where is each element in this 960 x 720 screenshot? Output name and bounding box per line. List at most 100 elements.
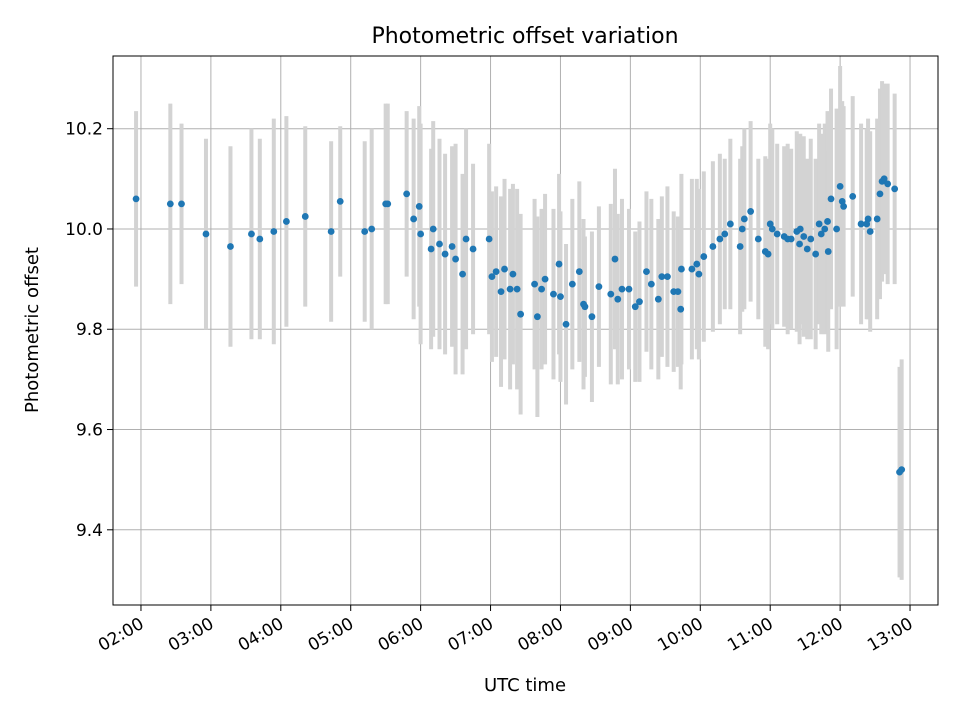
data-point <box>417 230 425 238</box>
data-point <box>658 273 666 281</box>
data-point <box>736 243 744 250</box>
data-point <box>836 182 844 190</box>
data-point <box>764 250 772 258</box>
data-point <box>327 228 335 235</box>
x-tick-label: 11:00 <box>724 614 776 656</box>
data-point <box>857 220 865 228</box>
x-tick-label: 12:00 <box>794 614 846 656</box>
data-point <box>695 270 703 278</box>
data-point <box>827 195 835 203</box>
data-point <box>462 235 470 243</box>
x-tick-label: 02:00 <box>95 614 147 656</box>
data-point <box>336 197 344 205</box>
x-tick-label: 04:00 <box>235 614 287 656</box>
data-point <box>492 268 500 275</box>
data-point <box>803 245 811 253</box>
data-point <box>840 203 848 210</box>
data-point <box>654 295 662 303</box>
data-point <box>459 270 466 278</box>
data-point <box>674 288 682 296</box>
data-point <box>807 235 815 243</box>
x-axis-ticks: 02:00 03:00 04:00 05:00 06:00 07:00 08:00 09:00… <box>95 605 917 656</box>
data-point <box>721 230 729 238</box>
data-point <box>538 285 545 293</box>
data-point <box>821 225 829 233</box>
y-axis-label: Photometric offset <box>22 247 43 413</box>
data-point <box>410 215 418 223</box>
data-point <box>509 270 517 278</box>
data-point <box>880 175 888 183</box>
data-point <box>677 305 685 313</box>
data-point <box>625 285 633 293</box>
data-point <box>166 200 174 208</box>
data-point <box>898 466 906 474</box>
data-point <box>301 213 309 220</box>
data-point <box>636 298 643 306</box>
data-point <box>429 225 437 233</box>
data-point <box>384 200 392 208</box>
data-point <box>614 295 622 303</box>
data-point <box>575 268 583 275</box>
data-point <box>361 228 369 235</box>
data-point <box>884 180 892 188</box>
data-point <box>876 190 884 198</box>
data-point <box>688 265 696 273</box>
data-point <box>506 285 514 293</box>
data-point <box>550 290 557 298</box>
data-point <box>485 235 493 243</box>
data-point <box>441 250 449 258</box>
data-point <box>611 255 619 263</box>
x-tick-label: 08:00 <box>515 614 567 656</box>
data-point <box>787 235 795 243</box>
data-point <box>368 225 376 233</box>
x-tick-label: 03:00 <box>165 614 217 656</box>
data-point <box>202 230 210 238</box>
data-point <box>740 215 748 223</box>
error-bars <box>134 66 904 580</box>
data-point <box>607 290 615 298</box>
y-tick-label: 9.8 <box>76 320 103 340</box>
data-point <box>427 245 435 253</box>
y-tick-label: 9.4 <box>76 521 103 541</box>
data-point <box>588 313 596 321</box>
data-point <box>403 190 411 198</box>
data-point <box>178 200 185 208</box>
data-point <box>678 265 685 273</box>
data-point <box>595 283 603 291</box>
data-point <box>726 220 734 228</box>
data-point <box>693 260 701 268</box>
data-point <box>555 260 563 268</box>
data-point <box>815 220 823 228</box>
data-point <box>132 195 140 203</box>
data-point <box>812 250 820 258</box>
data-point <box>664 273 671 281</box>
x-tick-label: 09:00 <box>584 614 636 656</box>
data-point <box>557 293 564 301</box>
data-point <box>738 225 746 233</box>
data-point <box>501 265 508 273</box>
data-point <box>824 218 831 225</box>
plot-frame <box>112 55 939 606</box>
data-point <box>452 255 459 263</box>
data-point <box>824 248 832 255</box>
x-tick-label: 07:00 <box>445 614 497 656</box>
data-point <box>282 218 290 225</box>
data-point <box>270 228 278 235</box>
data-point <box>448 243 456 250</box>
data-point <box>866 228 874 235</box>
y-tick-label: 10.2 <box>65 120 103 140</box>
x-tick-label: 05:00 <box>305 614 357 656</box>
x-axis-label: UTC time <box>484 675 566 696</box>
data-point <box>754 235 762 243</box>
data-point <box>531 280 538 288</box>
data-point <box>643 268 650 275</box>
y-tick-label: 10.0 <box>65 220 103 240</box>
data-point <box>849 192 857 200</box>
data-point <box>415 203 423 210</box>
data-point <box>796 240 803 248</box>
data-point <box>436 240 443 248</box>
data-point <box>700 253 708 260</box>
y-tick-label: 9.6 <box>76 421 103 441</box>
data-point <box>256 235 264 243</box>
